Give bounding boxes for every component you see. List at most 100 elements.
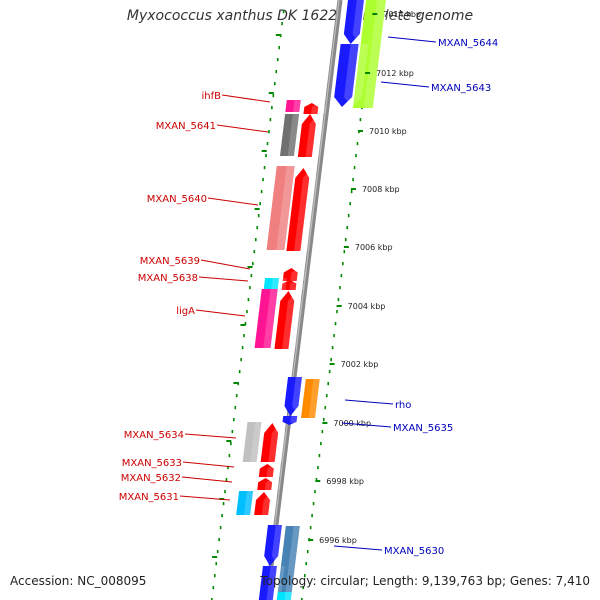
gene-leader-left: [200, 259, 251, 270]
kbp-tick-7: [322, 422, 328, 424]
genome-backbone: [264, 0, 343, 600]
tick-dot-right: [342, 262, 344, 266]
tick-dot-right: [356, 142, 359, 146]
tick-dot-left: [224, 490, 226, 494]
tick-dot-left: [219, 526, 222, 530]
tick-dot-left: [247, 298, 250, 302]
gene-leader-left: [221, 94, 271, 103]
backbone-layer: [264, 0, 343, 600]
feature-ligA-body: [274, 291, 295, 349]
tick-dot-left: [256, 226, 259, 230]
gene-leader-right: [380, 81, 430, 88]
feature-rho-b-shade: [290, 416, 305, 425]
kbp-label-8: 6998 kbp: [326, 477, 364, 486]
tick-dot-right: [303, 574, 306, 578]
tick-mark-left: [240, 324, 246, 326]
tick-dot-right: [320, 442, 322, 446]
tick-dot-right: [346, 226, 349, 230]
tick-dot-left: [278, 46, 280, 50]
feature-MXAN_5634-shade: [268, 423, 286, 462]
tick-mark-left: [226, 440, 232, 442]
tick-dot-right: [333, 334, 335, 338]
tick-dot-right: [325, 394, 328, 398]
kbp-label-0: 7014 kbp: [383, 10, 421, 19]
tick-dot-left: [233, 418, 235, 422]
feature-lime-body: [352, 0, 386, 108]
gene-label-right: MXAN_5643: [431, 83, 491, 94]
feature-MXAN_5631-body: [254, 492, 270, 515]
gene-label-left: MXAN_5641: [156, 121, 216, 132]
tick-dot-right: [344, 238, 347, 242]
tick-dot-left: [266, 142, 269, 146]
tick-dot-left: [234, 406, 237, 410]
tick-dot-right: [353, 166, 356, 170]
feature-bottom-cyan-shade: [284, 592, 300, 600]
gene-label-left: MXAN_5631: [119, 492, 179, 503]
tick-dot-left: [246, 310, 248, 314]
feature-MXAN_5633-shade: [266, 464, 282, 477]
kbp-tick-5: [336, 305, 342, 307]
tick-dot-left: [263, 166, 266, 170]
feature-ihfB-b-body: [303, 103, 319, 114]
feature-MXAN_5638-cyan-shade: [271, 278, 287, 289]
tick-mark-left: [261, 150, 267, 152]
tick-dot-right: [328, 370, 331, 374]
tick-dot-right: [306, 550, 309, 554]
tick-dot-right: [309, 526, 312, 530]
feature-MXAN_5631: [254, 492, 278, 515]
feature-MXAN_5643-body: [334, 44, 359, 107]
tick-dot-left: [253, 250, 256, 254]
tick-dot-left: [211, 598, 213, 600]
gene-label-left: MXAN_5640: [147, 194, 207, 205]
feature-ihfB-b: [303, 103, 327, 114]
tick-dot-left: [244, 322, 247, 326]
feature-MXAN_5638-cyan: [263, 278, 287, 289]
gene-leader-left: [198, 276, 249, 282]
features-layer: [236, 0, 397, 600]
kbp-tick-8: [315, 480, 321, 482]
genome-backbone-highlight: [265, 0, 340, 600]
feature-MXAN_5638-body: [281, 280, 297, 290]
tick-dot-left: [276, 58, 279, 62]
kbp-tick-9: [308, 539, 314, 541]
tick-dot-right: [323, 418, 325, 422]
tick-dot-left: [238, 370, 241, 374]
gene-leader-left: [181, 476, 233, 483]
tick-dot-left: [227, 466, 229, 470]
tick-dot-left: [249, 286, 251, 290]
feature-MXAN_5644-body: [343, 0, 364, 44]
kbp-label-4: 7006 kbp: [355, 243, 393, 252]
tick-dot-right: [302, 586, 305, 590]
feature-MXAN_5632: [257, 478, 280, 490]
tick-dot-left: [215, 562, 218, 566]
feature-MXAN_5630-body: [264, 525, 282, 566]
tick-dot-left: [241, 346, 244, 350]
labels-layer: 7014 kbp 7012 kbp 7010 kbp 7008 kbp 7006 kbp…: [119, 10, 499, 557]
tick-dot-right: [312, 502, 315, 506]
gene-leader-left: [179, 495, 231, 501]
gene-label-right: rho: [395, 400, 411, 411]
tick-dot-left: [259, 202, 261, 206]
tick-dot-right: [355, 154, 357, 158]
tick-dot-right: [331, 346, 334, 350]
tick-mark-left: [233, 382, 239, 384]
feature-MXAN_5635-body: [301, 379, 320, 418]
tick-dot-left: [271, 106, 273, 110]
gene-label-left: MXAN_5632: [121, 473, 181, 484]
gene-label-left: ligA: [176, 306, 195, 317]
feature-MXAN_5641-body: [297, 114, 316, 157]
tick-dot-left: [212, 586, 215, 590]
gene-label-right: MXAN_5635: [393, 423, 453, 434]
feature-MXAN_5630-b: [258, 566, 285, 600]
feature-rho-b: [282, 416, 305, 425]
feature-MXAN_5630-b-shade: [266, 566, 285, 600]
kbp-tick-6: [329, 363, 335, 365]
kbp-tick-3: [350, 188, 356, 190]
accession-text: Accession: NC_008095: [10, 574, 147, 588]
tick-mark-left: [247, 266, 253, 268]
gene-leader-left: [182, 461, 235, 468]
tick-mark-left: [254, 208, 260, 210]
feature-MXAN_5634-gray-body: [242, 422, 262, 462]
feature-MXAN_5641: [297, 114, 324, 157]
feature-MXAN_5634-body: [260, 423, 279, 462]
